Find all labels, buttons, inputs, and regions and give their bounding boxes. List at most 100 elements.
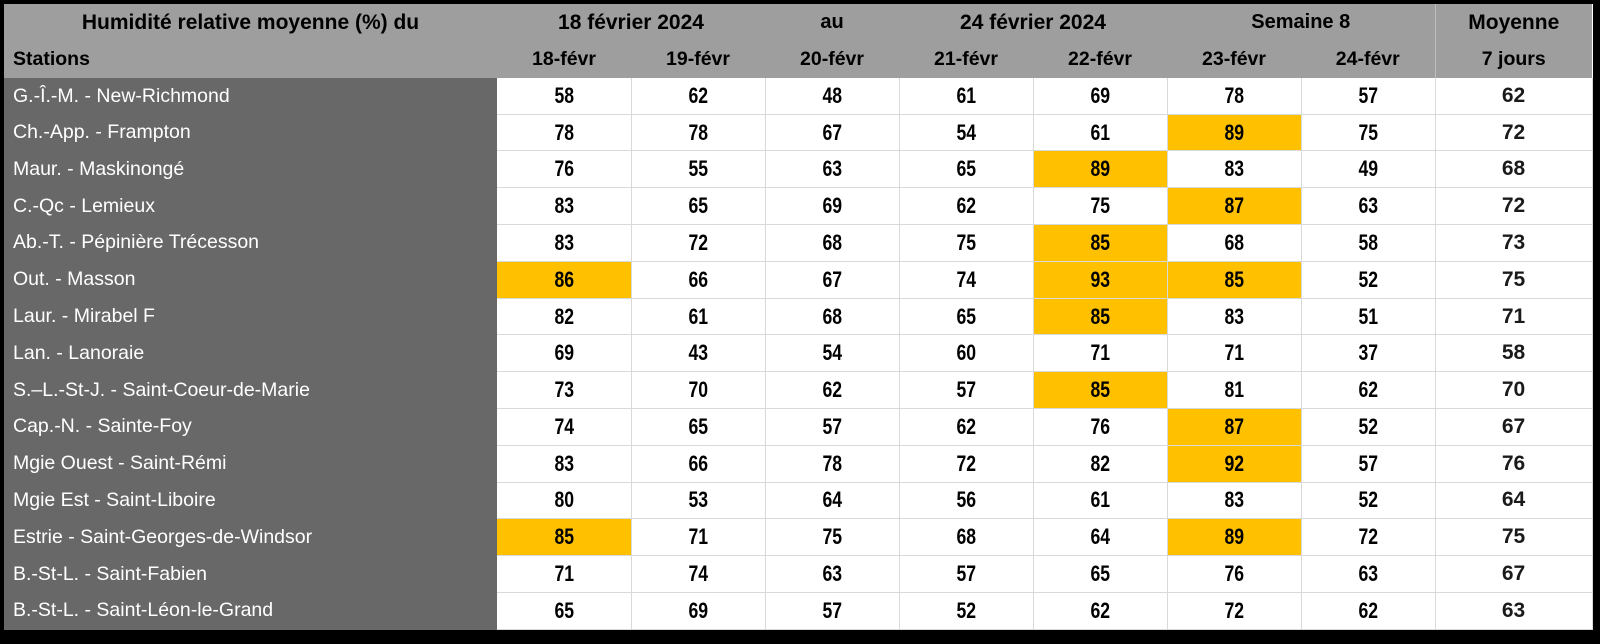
day-value-cell[interactable]: 89 — [1033, 150, 1168, 189]
day-value-cell[interactable]: 69 — [1033, 78, 1168, 115]
day-value-cell[interactable]: 70 — [631, 371, 766, 409]
day-value-cell[interactable]: 54 — [765, 334, 900, 373]
day-value-cell[interactable]: 78 — [631, 114, 766, 152]
day-value-cell[interactable]: 68 — [765, 224, 900, 262]
day-value-cell[interactable]: 71 — [631, 518, 766, 557]
average-value-cell[interactable]: 67 — [1435, 408, 1593, 446]
day-value-cell[interactable]: 72 — [631, 224, 766, 262]
day-value-cell[interactable]: 74 — [631, 555, 766, 593]
station-name-cell[interactable]: C.-Qc - Lemieux — [4, 187, 497, 225]
day-value-cell[interactable]: 68 — [1167, 224, 1302, 262]
day-value-cell[interactable]: 52 — [1301, 482, 1436, 520]
day-value-cell[interactable]: 62 — [1301, 592, 1436, 631]
station-name-cell[interactable]: Estrie - Saint-Georges-de-Windsor — [4, 518, 497, 556]
day-value-cell[interactable]: 83 — [1167, 482, 1302, 520]
average-value-cell[interactable]: 70 — [1435, 371, 1593, 409]
day-value-cell[interactable]: 74 — [899, 261, 1034, 299]
day-value-cell[interactable]: 75 — [1301, 114, 1436, 152]
day-header-cell[interactable]: 19-févr — [631, 41, 765, 78]
day-value-cell[interactable]: 78 — [765, 445, 900, 483]
average-value-cell[interactable]: 64 — [1435, 482, 1593, 520]
start-date-cell[interactable]: 18 février 2024 — [497, 4, 765, 41]
au-label-cell[interactable]: au — [765, 4, 899, 41]
station-name-cell[interactable]: B.-St-L. - Saint-Léon-le-Grand — [4, 592, 497, 630]
day-value-cell[interactable]: 62 — [765, 371, 900, 409]
day-value-cell[interactable]: 80 — [497, 482, 632, 520]
day-value-cell[interactable]: 61 — [1033, 114, 1168, 152]
station-name-cell[interactable]: G.-Î.-M. - New-Richmond — [4, 78, 497, 115]
day-value-cell[interactable]: 61 — [631, 298, 766, 336]
day-value-cell[interactable]: 57 — [1301, 445, 1436, 483]
day-value-cell[interactable]: 87 — [1167, 187, 1302, 226]
average-value-cell[interactable]: 73 — [1435, 224, 1593, 262]
day-value-cell[interactable]: 65 — [631, 408, 766, 446]
day-value-cell[interactable]: 93 — [1033, 261, 1168, 299]
day-value-cell[interactable]: 65 — [631, 187, 766, 226]
station-name-cell[interactable]: Cap.-N. - Sainte-Foy — [4, 408, 497, 446]
day-value-cell[interactable]: 69 — [631, 592, 766, 631]
day-value-cell[interactable]: 62 — [631, 78, 766, 115]
day-value-cell[interactable]: 78 — [1167, 78, 1302, 115]
day-value-cell[interactable]: 78 — [497, 114, 632, 152]
station-name-cell[interactable]: S.–L.-St-J. - Saint-Coeur-de-Marie — [4, 371, 497, 409]
table-title[interactable]: Humidité relative moyenne (%) du — [4, 4, 497, 41]
station-name-cell[interactable]: Mgie Est - Saint-Liboire — [4, 482, 497, 519]
average-value-cell[interactable]: 71 — [1435, 298, 1593, 336]
average-subheader-cell[interactable]: 7 jours — [1434, 41, 1593, 78]
station-name-cell[interactable]: Out. - Masson — [4, 261, 497, 299]
day-value-cell[interactable]: 76 — [1033, 408, 1168, 446]
average-value-cell[interactable]: 58 — [1435, 334, 1593, 373]
station-name-cell[interactable]: Ch.-App. - Frampton — [4, 114, 497, 151]
day-value-cell[interactable]: 48 — [765, 78, 900, 115]
day-value-cell[interactable]: 52 — [1301, 261, 1436, 299]
day-value-cell[interactable]: 61 — [899, 78, 1034, 115]
average-header-cell[interactable]: Moyenne — [1434, 4, 1593, 41]
stations-header-cell[interactable]: Stations — [4, 41, 497, 78]
day-value-cell[interactable]: 68 — [899, 518, 1034, 557]
day-value-cell[interactable]: 52 — [899, 592, 1034, 631]
day-value-cell[interactable]: 89 — [1167, 518, 1302, 557]
day-value-cell[interactable]: 62 — [1301, 371, 1436, 409]
day-value-cell[interactable]: 67 — [765, 114, 900, 152]
day-value-cell[interactable]: 57 — [899, 555, 1034, 593]
day-value-cell[interactable]: 85 — [1033, 224, 1168, 262]
day-value-cell[interactable]: 87 — [1167, 408, 1302, 446]
day-value-cell[interactable]: 75 — [899, 224, 1034, 262]
station-name-cell[interactable]: Ab.-T. - Pépinière Trécesson — [4, 224, 497, 262]
day-value-cell[interactable]: 69 — [497, 334, 632, 373]
day-value-cell[interactable]: 53 — [631, 482, 766, 520]
day-value-cell[interactable]: 51 — [1301, 298, 1436, 336]
average-value-cell[interactable]: 62 — [1435, 78, 1593, 115]
day-value-cell[interactable]: 72 — [1301, 518, 1436, 557]
day-value-cell[interactable]: 65 — [497, 592, 632, 631]
day-value-cell[interactable]: 37 — [1301, 334, 1436, 373]
day-value-cell[interactable]: 57 — [765, 592, 900, 631]
day-header-cell[interactable]: 24-févr — [1301, 41, 1436, 78]
week-label-cell[interactable]: Semaine 8 — [1167, 4, 1436, 41]
average-value-cell[interactable]: 67 — [1435, 555, 1593, 593]
day-value-cell[interactable]: 62 — [899, 408, 1034, 446]
day-value-cell[interactable]: 62 — [899, 187, 1034, 226]
day-value-cell[interactable]: 86 — [497, 261, 632, 299]
station-name-cell[interactable]: Lan. - Lanoraie — [4, 334, 497, 372]
day-value-cell[interactable]: 57 — [899, 371, 1034, 409]
day-value-cell[interactable]: 43 — [631, 334, 766, 373]
day-value-cell[interactable]: 65 — [899, 150, 1034, 189]
day-value-cell[interactable]: 58 — [497, 78, 632, 115]
day-value-cell[interactable]: 60 — [899, 334, 1034, 373]
day-value-cell[interactable]: 55 — [631, 150, 766, 189]
day-value-cell[interactable]: 49 — [1301, 150, 1436, 189]
day-value-cell[interactable]: 57 — [765, 408, 900, 446]
day-value-cell[interactable]: 63 — [1301, 555, 1436, 593]
day-value-cell[interactable]: 72 — [1167, 592, 1302, 631]
average-value-cell[interactable]: 72 — [1435, 114, 1593, 152]
station-name-cell[interactable]: Mgie Ouest - Saint-Rémi — [4, 445, 497, 483]
day-value-cell[interactable]: 76 — [497, 150, 632, 189]
day-value-cell[interactable]: 83 — [497, 187, 632, 226]
average-value-cell[interactable]: 76 — [1435, 445, 1593, 483]
station-name-cell[interactable]: Maur. - Maskinongé — [4, 150, 497, 188]
day-value-cell[interactable]: 57 — [1301, 78, 1436, 115]
average-value-cell[interactable]: 68 — [1435, 150, 1593, 189]
average-value-cell[interactable]: 75 — [1435, 261, 1593, 299]
day-value-cell[interactable]: 75 — [1033, 187, 1168, 226]
